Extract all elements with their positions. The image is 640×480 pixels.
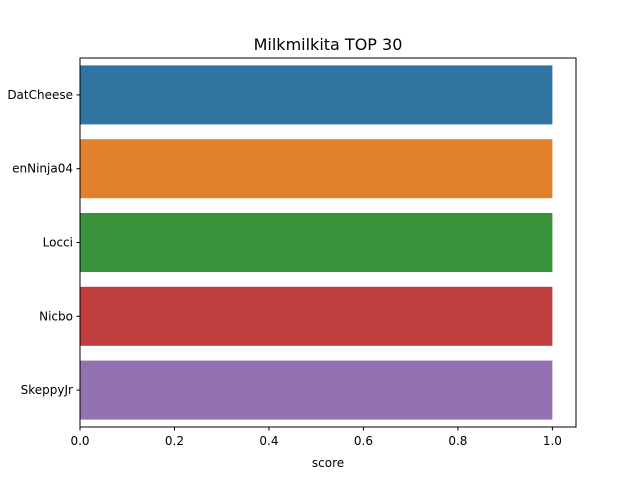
bar-1 (80, 139, 553, 199)
chart-title: Milkmilkita TOP 30 (254, 35, 403, 54)
x-tick-label: 0.2 (165, 434, 184, 448)
y-axis-ticks: DatCheese enNinja04 Locci Nicbo SkeppyJr (7, 88, 80, 397)
x-tick-label: 0.4 (259, 434, 278, 448)
x-tick-label: 0.8 (448, 434, 467, 448)
bar-4 (80, 360, 553, 420)
x-axis-ticks: 0.0 0.2 0.4 0.6 0.8 1.0 (70, 427, 562, 448)
y-tick-label: DatCheese (7, 88, 73, 102)
y-tick-label: Locci (43, 236, 73, 250)
bar-3 (80, 286, 553, 346)
x-tick-label: 0.6 (354, 434, 373, 448)
plot-frame (79, 57, 577, 428)
x-tick-label: 1.0 (543, 434, 562, 448)
x-axis-label: score (312, 456, 344, 470)
bars-group (80, 65, 553, 420)
bar-2 (80, 212, 553, 273)
x-tick-label: 0.0 (70, 434, 89, 448)
bar-0 (80, 65, 553, 125)
y-tick-label: SkeppyJr (21, 383, 73, 397)
y-tick-label: enNinja04 (12, 162, 73, 176)
y-tick-label: Nicbo (39, 309, 73, 323)
